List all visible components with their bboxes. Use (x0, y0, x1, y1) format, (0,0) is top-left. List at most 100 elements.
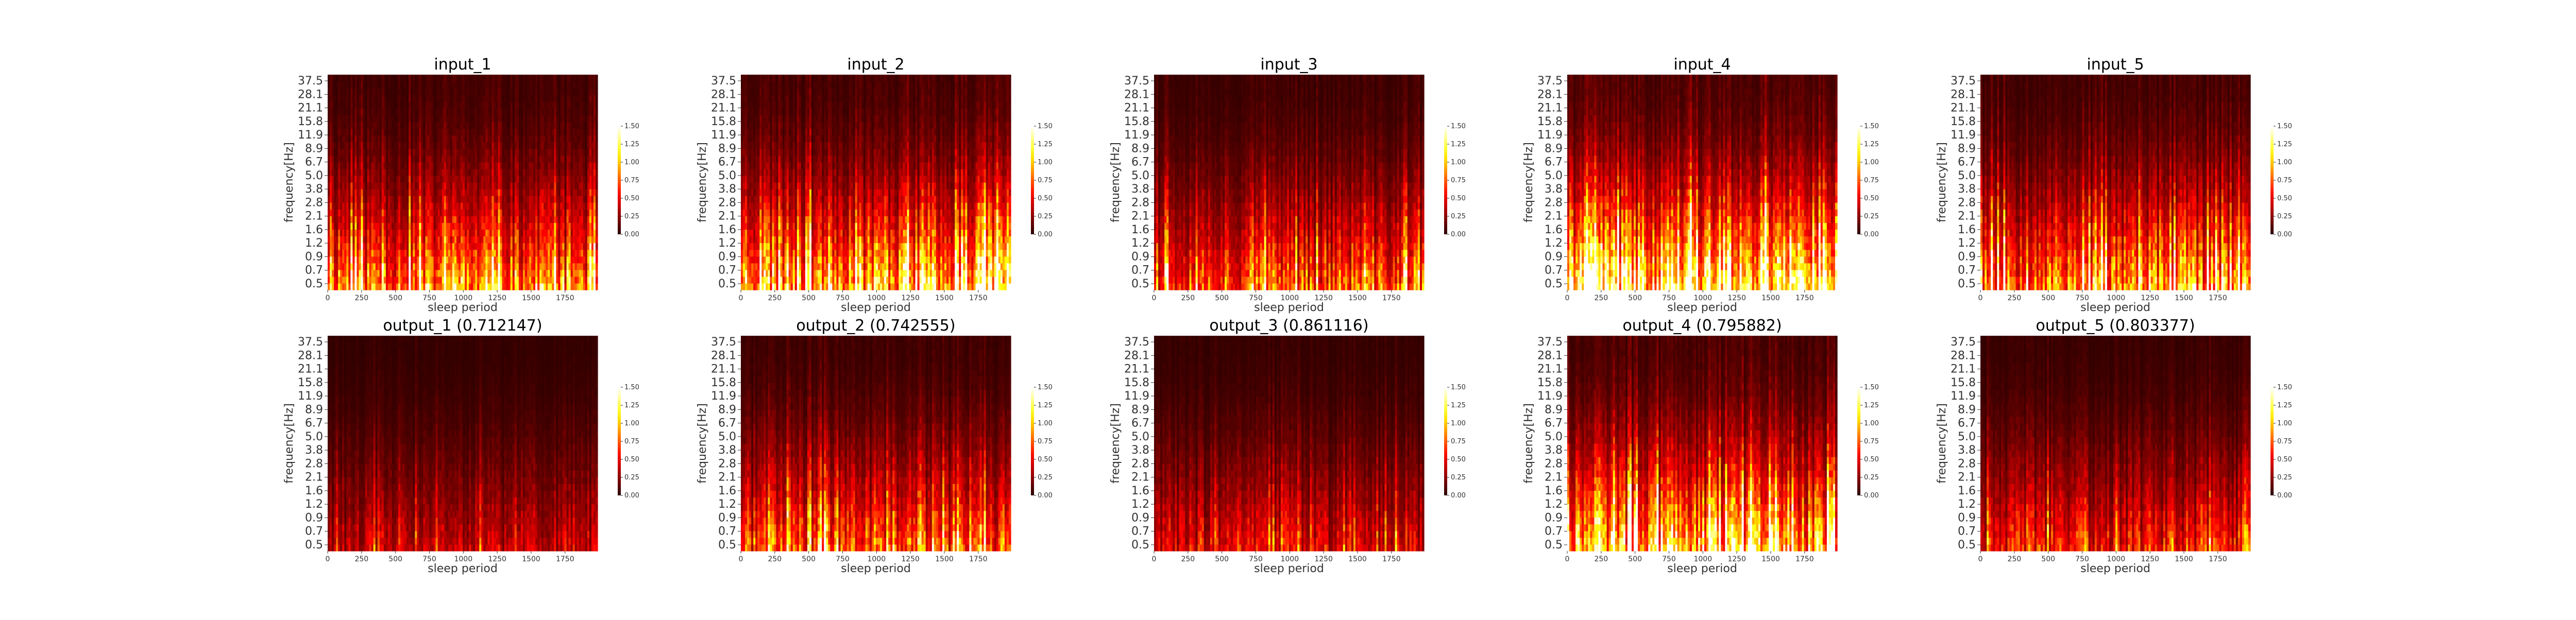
colorbar-tick-label: 0.00 (1864, 492, 1879, 500)
panel-title: output_5 (0.803377) (2036, 317, 2195, 335)
colorbar-tick-label: 0.75 (1451, 438, 1466, 445)
y-tick-label: 0.7 (1131, 264, 1149, 277)
y-axis-label: frequency[Hz] (1522, 403, 1535, 484)
y-tick-label: 28.1 (1124, 349, 1149, 362)
colorbar-tick-label: 0.00 (1451, 492, 1466, 500)
heatmap-cells (328, 75, 598, 290)
y-tick-label: 3.8 (1958, 183, 1976, 196)
y-tick-label: 11.9 (711, 390, 736, 403)
y-tick-label: 6.7 (1545, 156, 1563, 169)
y-tick-label: 15.8 (711, 115, 736, 128)
colorbar-tick-label: 1.50 (1038, 384, 1053, 391)
x-axis-label: sleep period (1667, 562, 1737, 575)
colorbar (2270, 126, 2274, 234)
x-tick-label: 250 (1594, 294, 1608, 302)
x-tick-label: 500 (2041, 555, 2055, 563)
y-tick-label: 2.1 (1545, 471, 1563, 484)
x-tick-label: 500 (1215, 294, 1229, 302)
y-tick-label: 11.9 (1951, 129, 1976, 142)
colorbar-tick-label: 1.25 (624, 402, 639, 409)
colorbar-tick-label: 0.00 (1038, 492, 1053, 500)
x-tick-label: 1750 (2209, 294, 2227, 302)
y-tick-label: 0.9 (1545, 250, 1563, 263)
y-tick-label: 8.9 (718, 403, 736, 416)
colorbar-tick-label: 1.50 (1451, 384, 1466, 391)
y-tick-label: 3.8 (718, 444, 736, 457)
panel-title: output_4 (0.795882) (1622, 317, 1782, 335)
x-tick-label: 1750 (1795, 555, 1814, 563)
colorbar-tick-label: 1.25 (1451, 402, 1466, 409)
y-tick-label: 0.7 (1131, 525, 1149, 538)
colorbar-tick-label: 0.75 (1451, 177, 1466, 184)
x-tick-label: 1500 (1348, 294, 1367, 302)
y-tick-label: 1.6 (305, 485, 323, 497)
y-tick-label: 1.6 (718, 223, 736, 236)
heatmap-panel-2: input_20.50.70.91.21.62.12.83.85.06.78.9… (696, 56, 1053, 314)
y-tick-label: 0.5 (305, 278, 323, 290)
x-tick-label: 500 (2041, 294, 2055, 302)
y-tick-label: 8.9 (1958, 142, 1976, 155)
x-tick-label: 500 (802, 555, 816, 563)
y-tick-label: 11.9 (1124, 129, 1149, 142)
x-tick-label: 1750 (1382, 555, 1401, 563)
colorbar-tick-label: 0.50 (1864, 195, 1879, 202)
x-tick-label: 0 (1978, 294, 1983, 302)
y-tick-label: 1.2 (305, 237, 323, 250)
x-tick-label: 1500 (522, 294, 540, 302)
x-tick-label: 0 (1978, 555, 1983, 563)
colorbar-tick-label: 0.75 (624, 438, 639, 445)
y-tick-label: 15.8 (298, 376, 323, 389)
y-tick-label: 0.7 (1958, 525, 1976, 538)
y-tick-label: 2.1 (1958, 471, 1976, 484)
colorbar (2270, 387, 2274, 495)
y-axis-label: frequency[Hz] (696, 142, 709, 222)
x-tick-label: 1750 (969, 555, 988, 563)
y-tick-label: 0.9 (1958, 250, 1976, 263)
x-tick-label: 1500 (1761, 555, 1780, 563)
y-tick-label: 28.1 (1951, 349, 1976, 362)
colorbar-tick-label: 0.25 (1451, 213, 1466, 220)
y-tick-label: 37.5 (1537, 75, 1563, 88)
y-tick-label: 5.0 (1958, 169, 1976, 182)
colorbar-tick-label: 1.50 (624, 384, 639, 391)
colorbar (1857, 387, 1860, 495)
y-tick-label: 1.2 (1545, 237, 1563, 250)
y-tick-label: 0.5 (718, 539, 736, 552)
x-tick-label: 0 (1565, 555, 1570, 563)
colorbar-tick-label: 0.00 (624, 231, 639, 238)
colorbar-tick-label: 0.25 (1864, 213, 1879, 220)
x-tick-label: 500 (1215, 555, 1229, 563)
y-tick-label: 3.8 (1131, 183, 1149, 196)
y-tick-label: 37.5 (1951, 336, 1976, 349)
y-tick-label: 2.1 (718, 471, 736, 484)
x-tick-label: 1750 (1795, 294, 1814, 302)
x-tick-label: 1500 (935, 294, 954, 302)
heatmap-cells (741, 336, 1011, 552)
y-tick-label: 0.9 (1545, 511, 1563, 524)
heatmap-panel-3: input_30.50.70.91.21.62.12.83.85.06.78.9… (1109, 56, 1466, 314)
x-tick-label: 250 (1181, 294, 1195, 302)
y-tick-label: 2.8 (1131, 457, 1149, 470)
colorbar-tick-label: 0.00 (2277, 231, 2292, 238)
y-tick-label: 0.5 (1958, 539, 1976, 552)
y-tick-label: 8.9 (1131, 403, 1149, 416)
y-tick-label: 6.7 (305, 417, 323, 430)
x-axis-label: sleep period (841, 562, 911, 575)
panel-title: output_2 (0.742555) (796, 317, 955, 335)
x-axis-label: sleep period (1254, 301, 1324, 314)
x-tick-label: 1750 (556, 294, 574, 302)
colorbar-tick-label: 1.50 (1038, 123, 1053, 130)
y-tick-label: 8.9 (1545, 142, 1563, 155)
y-tick-label: 3.8 (1545, 444, 1563, 457)
y-tick-label: 5.0 (1958, 430, 1976, 443)
y-tick-label: 6.7 (718, 417, 736, 430)
heatmap-cells (1567, 75, 1838, 290)
y-tick-label: 2.1 (1545, 210, 1563, 223)
y-tick-label: 0.9 (1131, 511, 1149, 524)
x-tick-label: 1500 (2175, 555, 2193, 563)
y-tick-label: 37.5 (1124, 75, 1149, 88)
y-tick-label: 0.9 (305, 511, 323, 524)
y-tick-label: 1.6 (1131, 223, 1149, 236)
y-axis-label: frequency[Hz] (696, 403, 709, 484)
